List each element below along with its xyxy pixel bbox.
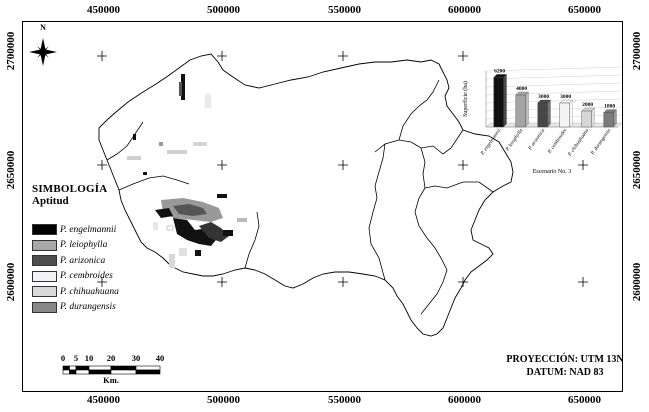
x-tick-top-1: 450000 xyxy=(87,4,120,16)
legend-swatch xyxy=(32,239,57,251)
scale-unit: Km. xyxy=(103,375,119,385)
internal-boundary-7 xyxy=(106,121,144,161)
legend-label: P. arizonica xyxy=(60,255,106,266)
legend-item-engelmannii: P. engelmannii xyxy=(32,222,162,237)
internal-boundary-3 xyxy=(398,79,440,141)
chart-bar xyxy=(581,110,592,128)
internal-boundary-8 xyxy=(244,211,260,269)
chart-gridline xyxy=(485,114,623,120)
map-frame: N xyxy=(22,21,623,392)
x-tick-bottom-4: 600000 xyxy=(448,394,481,406)
legend-label: P. durangensis xyxy=(60,302,116,312)
y-tick-left-1: 2700000 xyxy=(5,31,17,71)
internal-boundary-5 xyxy=(414,147,448,315)
legend-item-leiophylla: P. leiophylla xyxy=(32,238,162,253)
chart-data-label: 3000 xyxy=(538,94,549,100)
legend-swatch xyxy=(32,255,57,266)
chart-bar-side xyxy=(591,107,595,128)
scale-bar: 0 5 10 20 30 40 Km. xyxy=(55,352,175,392)
inset-bar-chart: 6200 P. engelmannii 4000 P. leiophylla 3000 P… xyxy=(456,53,626,188)
chart-data-label: 4000 xyxy=(516,86,527,92)
chart-bar xyxy=(515,94,526,128)
region-boundary xyxy=(98,53,514,337)
chart-ylabel: Superficie (ha) xyxy=(462,81,469,117)
legend: SIMBOLOGÍA Aptitud P. engelmannii P. lei… xyxy=(32,183,162,315)
chart-category-label: P. leiophylla xyxy=(504,127,525,153)
chart-gridline xyxy=(485,106,623,112)
legend-item-arizonica: P. arizonica xyxy=(32,253,162,268)
x-tick-top-5: 650000 xyxy=(568,4,601,16)
scale-tick-20: 20 xyxy=(107,353,116,363)
projection-line: PROYECCIÓN: UTM 13N xyxy=(506,354,624,365)
legend-swatch xyxy=(32,224,57,235)
chart-data-label: 2000 xyxy=(582,102,593,108)
legend-label: P. chihuahuana xyxy=(60,286,119,297)
legend-item-chihuahuana: P. chihuahuana xyxy=(32,284,162,299)
legend-item-cembroides: P. cembroides xyxy=(32,269,162,284)
internal-boundary-6 xyxy=(118,175,190,191)
legend-label: P. leiophylla xyxy=(60,240,108,250)
internal-boundary-4 xyxy=(424,181,494,193)
chart-gridline xyxy=(485,74,623,80)
chart-data-label: 6200 xyxy=(494,68,505,74)
scale-tick-10: 10 xyxy=(85,353,94,363)
chart-gridlines xyxy=(485,66,623,120)
north-label: N xyxy=(40,23,46,32)
chart-category-label: P. arizonica xyxy=(527,127,547,152)
legend-subtitle: Aptitud xyxy=(32,195,69,207)
chart-category-label: P. engelmannii xyxy=(479,127,502,157)
scale-tick-30: 30 xyxy=(132,353,141,363)
grid-crosses xyxy=(97,51,588,287)
legend-title: SIMBOLOGÍA xyxy=(32,183,108,195)
chart-bars: 6200 P. engelmannii 4000 P. leiophylla 3000 P… xyxy=(479,68,617,158)
habitat-patches xyxy=(127,74,247,268)
datum-line: DATUM: NAD 83 xyxy=(526,367,604,378)
internal-boundary-2 xyxy=(368,143,386,281)
chart-bar xyxy=(537,102,548,128)
chart-bar xyxy=(603,112,614,128)
legend-label: P. cembroides xyxy=(60,271,113,281)
scale-tick-0: 0 xyxy=(61,353,65,363)
chart-data-label: 1800 xyxy=(604,104,615,110)
chart-bar xyxy=(493,77,504,128)
x-tick-bottom-1: 450000 xyxy=(87,394,120,406)
chart-bar-side xyxy=(503,74,507,128)
legend-item-durangensis: P. durangensis xyxy=(32,300,162,315)
chart-gridline xyxy=(485,98,623,104)
x-tick-top-3: 550000 xyxy=(328,4,361,16)
map-canvas: N xyxy=(29,23,588,337)
y-tick-left-3: 2600000 xyxy=(5,262,17,302)
chart-category-label: P. durangensis xyxy=(589,128,612,157)
legend-swatch xyxy=(32,286,57,297)
y-tick-right-2: 2650000 xyxy=(631,150,643,190)
legend-label: P. engelmannii xyxy=(60,224,117,235)
chart-category-label: P. chihuahuana xyxy=(566,127,590,158)
chart-bar-side xyxy=(525,91,529,128)
chart-bar-side xyxy=(569,99,573,128)
x-tick-bottom-2: 500000 xyxy=(207,394,240,406)
chart-category-label: P. cembroides xyxy=(546,128,568,156)
scale-tick-5: 5 xyxy=(74,353,78,363)
chart-data-label: 3000 xyxy=(560,94,571,100)
compass-rose-icon xyxy=(29,38,57,66)
chart-gridline xyxy=(485,82,623,88)
scale-bar-segments xyxy=(62,365,161,375)
chart-bar-side xyxy=(547,99,551,128)
y-tick-right-3: 2600000 xyxy=(631,262,643,302)
legend-swatch xyxy=(32,301,57,313)
chart-gridline xyxy=(485,90,623,96)
x-tick-top-4: 600000 xyxy=(448,4,481,16)
chart-xlabel: Escenario No. 3 xyxy=(533,169,572,175)
chart-bar xyxy=(559,102,570,128)
projection-info: PROYECCIÓN: UTM 13N DATUM: NAD 83 xyxy=(505,353,625,379)
x-tick-top-2: 500000 xyxy=(207,4,240,16)
y-tick-right-1: 2700000 xyxy=(631,31,643,71)
y-tick-left-2: 2650000 xyxy=(5,150,17,190)
x-tick-bottom-5: 650000 xyxy=(568,394,601,406)
x-tick-bottom-3: 550000 xyxy=(328,394,361,406)
scale-tick-40: 40 xyxy=(156,353,165,363)
chart-gridline xyxy=(485,66,623,72)
legend-swatch xyxy=(32,270,57,282)
